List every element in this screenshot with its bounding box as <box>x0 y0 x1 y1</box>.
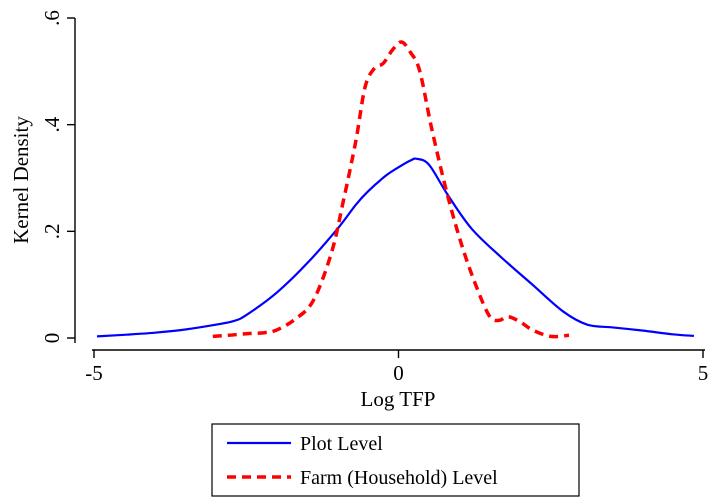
legend-label-farm-level: Farm (Household) Level <box>300 467 498 489</box>
y-axis-title: Kernel Density <box>9 116 33 244</box>
legend: Plot Level Farm (Household) Level <box>211 423 580 497</box>
legend-box <box>211 423 580 497</box>
axes <box>74 18 705 351</box>
series-line-farm-level <box>212 40 570 339</box>
y-tick-label: .4 <box>40 116 64 132</box>
legend-label-plot-level: Plot Level <box>300 433 383 455</box>
ticks: -5 0 5 0 .2 .4 .6 <box>40 10 708 385</box>
y-tick-label: 0 <box>40 333 64 344</box>
y-tick-label: .2 <box>40 223 64 239</box>
series-layer <box>96 40 694 339</box>
series-line-plot-level <box>96 157 694 338</box>
x-tick-label: -5 <box>85 361 103 385</box>
y-tick-label: .6 <box>40 10 64 26</box>
x-tick-label: 0 <box>393 361 404 385</box>
x-tick-label: 5 <box>698 361 709 385</box>
x-axis-title: Log TFP <box>361 387 436 411</box>
